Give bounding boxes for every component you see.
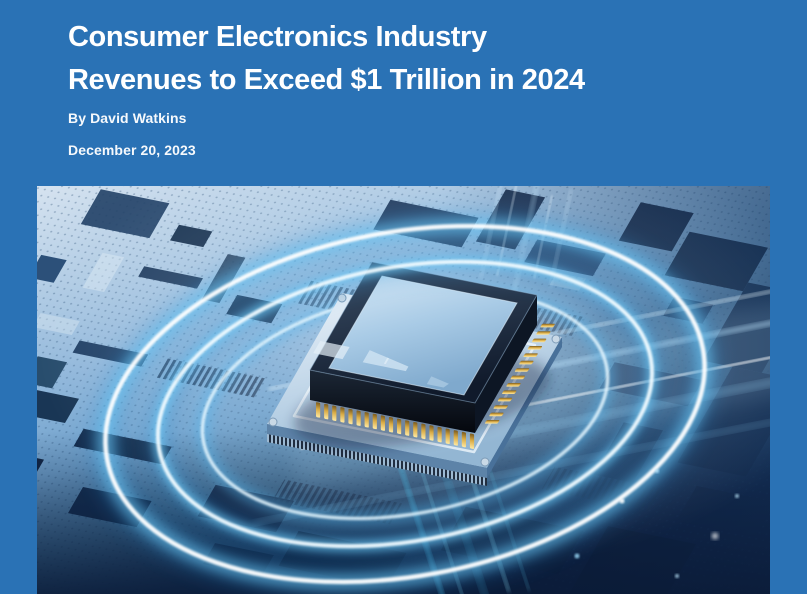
- hero-image: [37, 186, 770, 594]
- article-date: December 20, 2023: [68, 142, 196, 158]
- article-byline: By David Watkins: [68, 110, 187, 126]
- article-title: Consumer Electronics Industry Revenues to…: [68, 16, 585, 102]
- hero-photo-graphic: [37, 186, 770, 594]
- article-title-line1: Consumer Electronics Industry: [68, 21, 487, 53]
- article-title-line2: Revenues to Exceed $1 Trillion in 2024: [68, 64, 585, 96]
